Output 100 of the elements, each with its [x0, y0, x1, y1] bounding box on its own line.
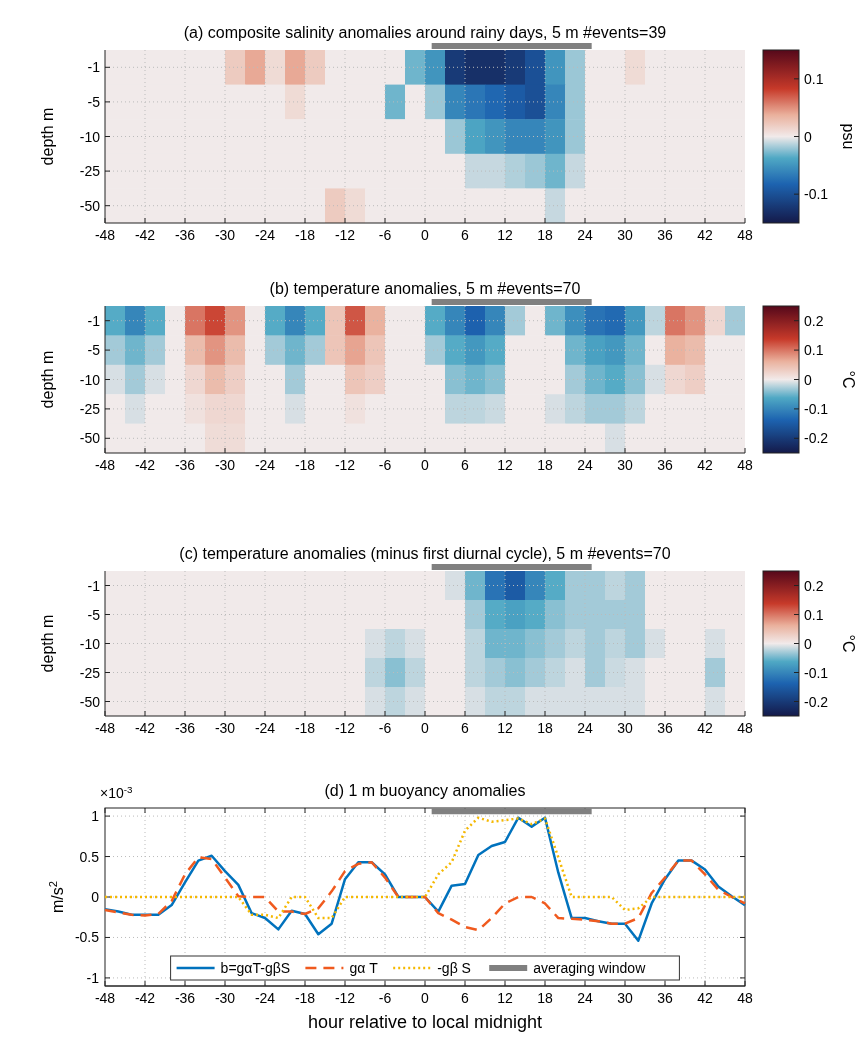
- x-tick-label: -30: [214, 990, 236, 1006]
- x-tick-label: -48: [94, 990, 116, 1006]
- x-tick-label: -6: [378, 990, 392, 1006]
- x-tick-label: 6: [461, 227, 470, 243]
- x-tick-label: -18: [294, 990, 316, 1006]
- x-tick-label: 0: [421, 720, 430, 736]
- line-series: [103, 816, 747, 920]
- chart-title: (c) temperature anomalies (minus first diurnal cycle), 5 m #events=70: [179, 545, 671, 562]
- x-tick-label: -12: [334, 990, 356, 1006]
- y-tick-label: 1: [91, 808, 100, 825]
- y-tick-label: -1: [87, 59, 101, 76]
- x-tick-label: 36: [657, 720, 673, 736]
- x-tick-label: 48: [737, 227, 753, 243]
- color-bar-label: -0.1: [804, 664, 829, 681]
- x-tick-label: 36: [657, 457, 673, 473]
- y-tick-label: -1: [87, 577, 101, 594]
- x-tick-label: -24: [254, 227, 276, 243]
- x-tick-label: -18: [294, 457, 316, 473]
- x-tick-label: -42: [134, 990, 156, 1006]
- x-tick-label: 36: [657, 990, 673, 1006]
- color-bar-label: 0: [804, 635, 812, 652]
- x-tick-label: 12: [497, 990, 513, 1006]
- x-tick-label: 24: [577, 227, 593, 243]
- y-tick-label: -10: [79, 128, 101, 145]
- legend-label: -gβ S: [437, 960, 471, 976]
- x-tick-label: -30: [214, 720, 236, 736]
- x-tick-label: 30: [617, 990, 633, 1006]
- x-tick-label: -12: [334, 720, 356, 736]
- color-bar-label: 0.1: [804, 342, 824, 359]
- color-bar-label: -0.1: [804, 400, 829, 417]
- x-tick-label: 0: [421, 227, 430, 243]
- x-tick-label: 6: [461, 990, 470, 1006]
- y-tick-label: -50: [79, 197, 101, 214]
- x-tick-label: -24: [254, 990, 276, 1006]
- x-tick-label: 0: [421, 457, 430, 473]
- y-tick-label: -10: [79, 635, 101, 652]
- x-tick-label: 12: [497, 720, 513, 736]
- y-tick-label: -10: [79, 371, 101, 388]
- x-tick-label: 18: [537, 990, 553, 1006]
- y-tick-label: -0.5: [74, 929, 100, 946]
- x-tick-label: 12: [497, 227, 513, 243]
- color-bar-title: °C: [840, 634, 857, 653]
- x-tick-label: 42: [697, 990, 713, 1006]
- y-tick-label: -5: [87, 93, 101, 110]
- x-tick-label: -30: [214, 227, 236, 243]
- legend-label: b=gαT-gβS: [220, 960, 291, 976]
- text: ×10$^{-3}$: [100, 783, 134, 801]
- color-bar-title: psu: [840, 123, 857, 150]
- y-tick-label: -25: [79, 664, 101, 681]
- y-tick-label: -1: [87, 312, 101, 329]
- x-tick-label: -42: [134, 720, 156, 736]
- y-tick-label: 0.5: [79, 848, 100, 865]
- x-tick-label: -48: [94, 457, 116, 473]
- color-bar-label: 0: [804, 371, 812, 388]
- x-tick-label: -36: [174, 457, 196, 473]
- color-bar-label: 0.2: [804, 577, 824, 594]
- y-axis-title: depth m: [39, 107, 56, 166]
- x-tick-label: -36: [174, 990, 196, 1006]
- x-tick-label: -6: [378, 720, 392, 736]
- color-bar-title: °C: [840, 370, 857, 389]
- x-tick-label: 0: [421, 990, 430, 1006]
- x-tick-label: -36: [174, 720, 196, 736]
- y-tick-label: -50: [79, 430, 101, 447]
- color-bar-label: 0.1: [804, 70, 824, 87]
- x-tick-label: -48: [94, 227, 116, 243]
- x-tick-label: -36: [174, 227, 196, 243]
- chart-title: (d) 1 m buoyancy anomalies: [324, 782, 526, 799]
- x-tick-label: -42: [134, 457, 156, 473]
- x-tick-label: -18: [294, 227, 316, 243]
- x-tick-label: 18: [537, 720, 553, 736]
- legend-label: averaging window: [533, 960, 647, 976]
- x-tick-label: 12: [497, 457, 513, 473]
- y-tick-label: -50: [79, 693, 101, 710]
- x-tick-label: 6: [461, 720, 470, 736]
- y-tick-label: 0: [91, 889, 100, 905]
- x-tick-label: 18: [537, 457, 553, 473]
- legend-label: gα T: [349, 960, 379, 976]
- x-tick-label: -18: [294, 720, 316, 736]
- color-bar-label: -0.1: [804, 186, 829, 203]
- x-axis-title: hour relative to local midnight: [307, 1012, 543, 1032]
- x-tick-label: 42: [697, 227, 713, 243]
- y-tick-label: -5: [87, 342, 101, 359]
- x-tick-label: 24: [577, 990, 593, 1006]
- chart-title: (a) composite salinity anomalies around rainy days, 5 m #events=39: [183, 24, 667, 41]
- line-series: [103, 856, 747, 932]
- y-axis-title: depth m: [39, 614, 56, 673]
- x-tick-label: 42: [697, 720, 713, 736]
- x-tick-label: -6: [378, 457, 392, 473]
- x-tick-label: 30: [617, 720, 633, 736]
- x-tick-label: 18: [537, 227, 553, 243]
- x-tick-label: 30: [617, 457, 633, 473]
- color-bar-label: 0: [804, 128, 812, 145]
- y-tick-label: -5: [87, 606, 101, 623]
- x-tick-label: 30: [617, 227, 633, 243]
- x-tick-label: 24: [577, 720, 593, 736]
- x-tick-label: -42: [134, 227, 156, 243]
- color-bar-label: 0.1: [804, 606, 824, 623]
- x-tick-label: 36: [657, 227, 673, 243]
- x-tick-label: -12: [334, 457, 356, 473]
- y-tick-label: -1: [86, 969, 100, 986]
